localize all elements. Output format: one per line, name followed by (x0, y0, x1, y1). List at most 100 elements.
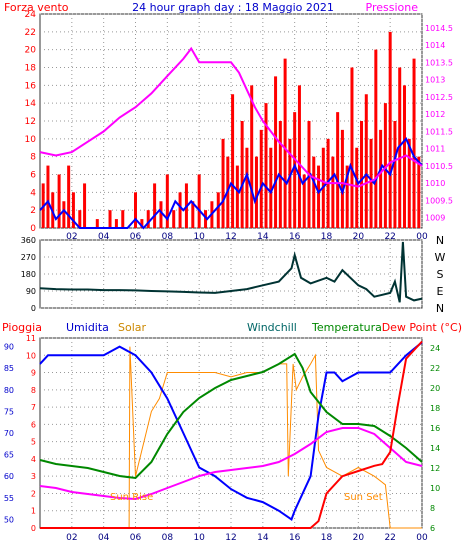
wind-x-ticks: 02 04 06 08 10 12 14 16 18 20 22 00 (66, 232, 428, 242)
pressure-tick-label: 1014.5 (425, 24, 453, 33)
humidity-tick-label: 60 (4, 472, 14, 481)
x-tick-label: 20 (353, 533, 365, 543)
x-tick-label: 22 (384, 232, 395, 242)
wind-tick-label: 2 (30, 206, 36, 216)
direction-axis-ticks: 0 90 180 270 360 (21, 236, 36, 313)
temperature-x-ticks: 02 04 06 08 10 12 14 16 18 20 22 00 (66, 533, 428, 543)
rain-axis-ticks: 0 1 2 3 4 5 6 7 8 9 10 11 (26, 334, 36, 533)
dewpoint-axis-label: Dew Point (°C) (382, 321, 462, 334)
pressure-axis-ticks: 1009 1009.5 1010 1010.5 1011 1011.5 1012 1012.5… (425, 24, 453, 223)
wind-axis-label: Forza vento (4, 1, 69, 14)
pressure-tick-label: 1014 (425, 41, 445, 50)
x-tick-label: 12 (225, 232, 236, 242)
rain-tick-label: 1 (31, 507, 36, 516)
temperature-tick-label: 10 (430, 484, 440, 493)
wind-tick-label: 18 (25, 64, 37, 74)
direction-tick-label: 360 (21, 236, 36, 245)
direction-plot-grid (40, 239, 423, 309)
temperature-tick-label: 24 (430, 344, 440, 353)
x-tick-label: 22 (384, 533, 395, 543)
compass-label: E (437, 285, 444, 298)
wind-tick-label: 0 (30, 224, 36, 234)
wind-pressure-panel: Forza vento 24 hour graph day : 18 Maggi… (4, 1, 453, 242)
pressure-tick-label: 1011 (425, 145, 445, 154)
temperature-panel: Pioggia Umidita Solar Windchill Temperat… (2, 321, 462, 543)
humidity-tick-label: 55 (4, 494, 14, 503)
humidity-tick-label: 85 (4, 364, 14, 373)
temperature-tick-label: 18 (430, 404, 440, 413)
direction-tick-label: 270 (21, 253, 36, 262)
x-tick-label: 14 (257, 232, 269, 242)
x-tick-label: 00 (416, 232, 428, 242)
solar-line (40, 346, 422, 529)
wind-tick-label: 12 (25, 117, 36, 127)
humidity-tick-label: 50 (4, 515, 14, 524)
pressure-tick-label: 1011.5 (425, 127, 453, 136)
temperature-line (39, 352, 423, 480)
direction-line (39, 241, 423, 303)
humidity-tick-label: 80 (4, 386, 14, 395)
windchill-axis-label: Windchill (247, 321, 297, 334)
rain-tick-label: 10 (26, 351, 36, 360)
rain-line (40, 340, 423, 529)
direction-tick-label: 180 (21, 270, 36, 279)
x-tick-label: 20 (353, 232, 365, 242)
temperature-axis-label: Temperatura (311, 321, 382, 334)
humidity-line (39, 341, 423, 521)
x-tick-label: 08 (162, 232, 174, 242)
wind-tick-label: 24 (25, 10, 37, 20)
x-tick-label: 08 (162, 533, 174, 543)
pressure-tick-label: 1012 (425, 110, 445, 119)
wind-tick-label: 4 (30, 188, 36, 198)
x-tick-label: 02 (66, 232, 77, 242)
wind-tick-label: 22 (25, 28, 36, 38)
pressure-axis-label: Pressione (366, 1, 419, 14)
temperature-tick-label: 20 (430, 384, 440, 393)
rain-tick-label: 2 (31, 489, 36, 498)
pressure-tick-label: 1013.5 (425, 58, 453, 67)
pressure-tick-label: 1009 (425, 214, 445, 223)
rain-tick-label: 6 (31, 420, 36, 429)
humidity-tick-label: 70 (4, 429, 14, 438)
compass-label: W (435, 251, 446, 264)
chart-title: 24 hour graph day : 18 Maggio 2021 (132, 1, 334, 14)
compass-label: N (436, 234, 444, 247)
x-tick-label: 18 (321, 232, 333, 242)
windchill-line (39, 427, 423, 501)
rain-tick-label: 0 (31, 524, 36, 533)
rain-tick-label: 5 (31, 438, 36, 447)
x-tick-label: 18 (321, 533, 333, 543)
compass-label: N (436, 302, 444, 315)
x-tick-label: 10 (193, 533, 205, 543)
humidity-axis-ticks: 50 55 60 65 70 75 80 85 90 (4, 343, 14, 525)
x-tick-label: 04 (98, 533, 110, 543)
temperature-tick-label: 12 (430, 464, 440, 473)
rain-axis-label: Pioggia (2, 321, 42, 334)
wind-plot-area (39, 13, 423, 229)
wind-tick-label: 8 (30, 153, 36, 163)
x-tick-label: 06 (130, 232, 142, 242)
x-tick-label: 02 (66, 533, 77, 543)
gust-line (39, 136, 423, 230)
temperature-tick-label: 22 (430, 364, 440, 373)
solar-axis-label: Solar (118, 321, 147, 334)
pressure-tick-label: 1013 (425, 76, 445, 85)
x-tick-label: 16 (289, 232, 301, 242)
pressure-tick-label: 1012.5 (425, 93, 453, 102)
rain-tick-label: 8 (31, 386, 36, 395)
compass-label: S (437, 268, 444, 281)
rain-tick-label: 7 (31, 403, 36, 412)
temperature-tick-label: 8 (430, 504, 435, 513)
temperature-tick-label: 16 (430, 424, 440, 433)
pressure-tick-label: 1010.5 (425, 162, 453, 171)
wind-tick-label: 10 (25, 135, 37, 145)
wind-tick-label: 14 (25, 99, 37, 109)
pressure-tick-label: 1010 (425, 179, 445, 188)
x-tick-label: 04 (98, 232, 110, 242)
pressure-tick-label: 1009.5 (425, 196, 453, 205)
wind-tick-label: 6 (30, 171, 36, 181)
